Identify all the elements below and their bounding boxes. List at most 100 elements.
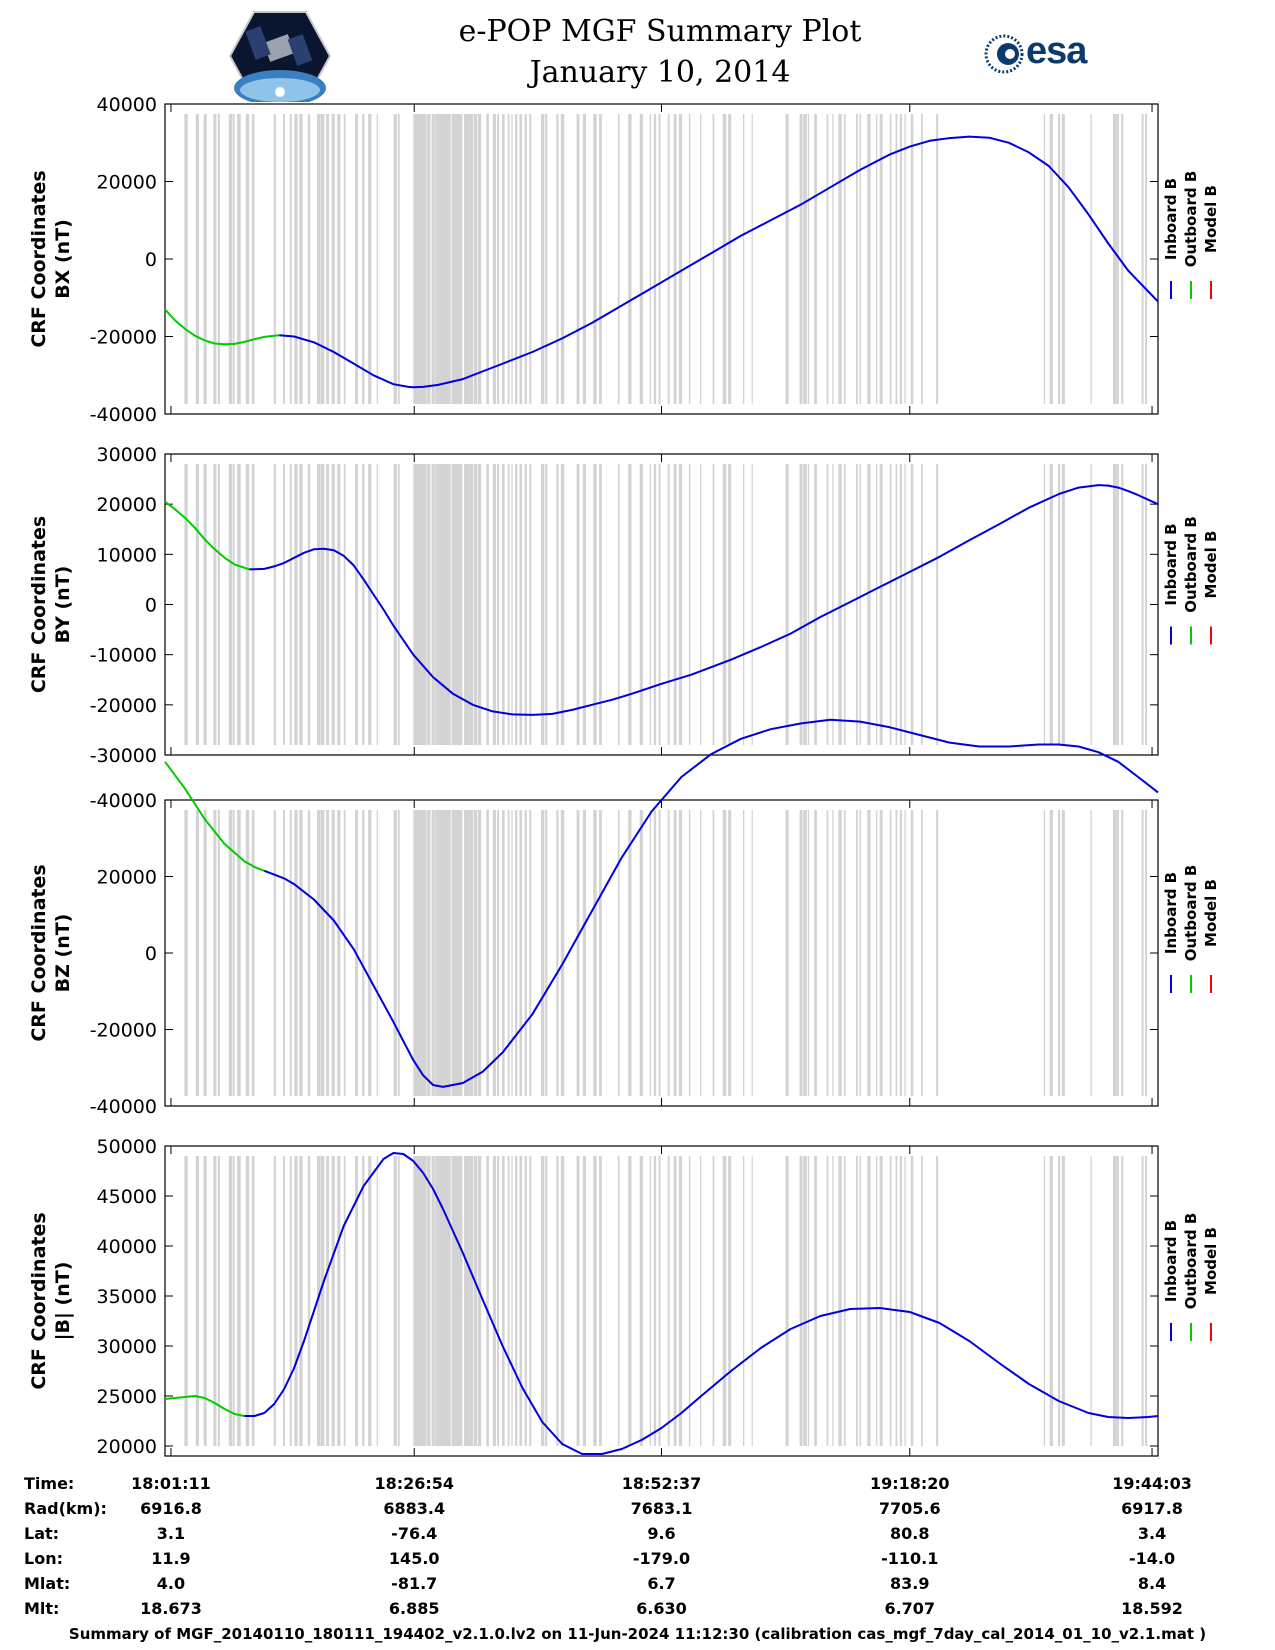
data-gap-bar xyxy=(299,810,303,1096)
data-gap-bar xyxy=(826,1156,829,1446)
data-gap-bar xyxy=(502,464,505,745)
data-gap-bar xyxy=(712,810,715,1096)
data-gap-bar xyxy=(237,464,241,745)
data-gap-bar xyxy=(213,810,217,1096)
data-gap-bar xyxy=(673,810,677,1096)
data-gap-bar xyxy=(649,464,652,745)
data-gap-bar xyxy=(807,1156,810,1446)
data-gap-bar xyxy=(799,1156,803,1446)
data-gap-bar xyxy=(895,810,898,1096)
data-gap-bar xyxy=(1043,464,1046,745)
data-gap-bar xyxy=(473,1156,478,1446)
data-gap-bar xyxy=(307,464,311,745)
data-gap-bar xyxy=(1061,114,1065,404)
plot-frame xyxy=(164,799,1159,1107)
data-gap-bar xyxy=(678,114,683,404)
data-gap-bar xyxy=(524,464,527,745)
data-gap-bar xyxy=(743,114,745,404)
data-gap-bar xyxy=(876,810,878,1096)
data-gap-bar xyxy=(899,114,903,404)
data-gap-bar xyxy=(451,114,459,404)
data-gap-bar xyxy=(1121,1156,1124,1446)
data-gap-bar xyxy=(294,114,298,404)
data-gap-bar xyxy=(486,810,489,1096)
data-gap-bar xyxy=(251,114,255,404)
series-line-inboard-b xyxy=(244,1152,1159,1455)
legend-label: Model B xyxy=(1202,531,1220,599)
data-gap-bar xyxy=(599,810,602,1096)
data-gap-bar xyxy=(843,1156,846,1446)
data-gap-bar xyxy=(921,810,923,1096)
data-gap-bar xyxy=(469,114,473,404)
data-gap-bar xyxy=(658,1156,661,1446)
data-gap-bar xyxy=(529,464,532,745)
data-gap-bar xyxy=(1061,464,1065,745)
data-gap-bar xyxy=(814,1156,817,1446)
data-gap-bar xyxy=(653,1156,657,1446)
data-gap-bar xyxy=(320,810,325,1096)
data-gap-bar xyxy=(273,114,276,404)
data-gap-bar xyxy=(184,1156,188,1446)
data-gap-bar xyxy=(273,1156,276,1446)
data-gap-bar xyxy=(1058,114,1061,404)
data-gap-bar xyxy=(556,114,559,404)
series-line-outboard-b xyxy=(164,500,250,571)
data-gap-bar xyxy=(307,114,311,404)
data-gap-bar xyxy=(541,464,545,745)
data-gap-bar xyxy=(422,114,427,404)
data-gap-bar xyxy=(889,810,892,1096)
data-gap-bar xyxy=(397,810,400,1096)
data-gap-bar xyxy=(307,1156,311,1446)
data-gap-bar xyxy=(576,1156,580,1446)
data-gap-bar xyxy=(876,1156,878,1446)
data-gap-bar xyxy=(529,810,532,1096)
data-gap-bar xyxy=(431,810,435,1096)
data-gap-bar xyxy=(1141,810,1144,1096)
data-gap-bar xyxy=(700,464,702,745)
data-gap-bar xyxy=(859,114,861,404)
y-axis-label-line: CRF Coordinates xyxy=(28,170,50,347)
data-gap-bar xyxy=(785,464,789,745)
data-gap-bar xyxy=(895,114,898,404)
data-gap-bar xyxy=(910,1156,914,1446)
data-gap-bar xyxy=(921,464,923,745)
data-gap-bar xyxy=(879,810,883,1096)
data-gap-bar xyxy=(456,810,461,1096)
data-gap-bar xyxy=(545,1156,548,1446)
data-gap-bar xyxy=(497,810,500,1096)
data-gap-bar xyxy=(617,114,620,404)
data-gap-bar xyxy=(1116,1156,1119,1446)
data-gap-bar xyxy=(593,810,597,1096)
y-tick-label: 30000 xyxy=(97,1336,157,1358)
data-gap-bar xyxy=(460,810,463,1096)
data-gap-bar xyxy=(653,464,657,745)
data-gap-bar xyxy=(904,810,906,1096)
data-gap-bar xyxy=(320,464,325,745)
data-gap-bar xyxy=(299,114,303,404)
data-gap-bar xyxy=(497,1156,500,1446)
plot-title: e-POP MGF Summary Plot xyxy=(458,14,862,49)
data-gap-bar xyxy=(1090,114,1092,404)
data-gap-bars xyxy=(184,464,1148,745)
data-gap-bar xyxy=(658,114,661,404)
series-line-outboard-b xyxy=(164,308,280,346)
data-gap-bar xyxy=(1058,810,1061,1096)
data-gap-bar xyxy=(529,1156,532,1446)
data-gap-bar xyxy=(376,464,378,745)
data-gap-bar xyxy=(1058,464,1061,745)
data-gap-bar xyxy=(440,1156,447,1446)
data-gap-bar xyxy=(1113,464,1117,745)
y-tick-label: 0 xyxy=(145,943,157,965)
y-axis-label-line: |B| (nT) xyxy=(52,1262,74,1341)
series-line-inboard-b xyxy=(249,484,1159,716)
data-gap-bar xyxy=(876,464,878,745)
y-tick-label: 0 xyxy=(145,249,157,271)
data-gap-bar xyxy=(807,810,810,1096)
data-gap-bar xyxy=(317,464,321,745)
data-gap-bar xyxy=(217,810,220,1096)
data-gap-bar xyxy=(440,810,447,1096)
data-gap-bar xyxy=(556,810,559,1096)
data-gap-bar xyxy=(582,114,587,404)
data-gap-bar xyxy=(511,810,513,1096)
